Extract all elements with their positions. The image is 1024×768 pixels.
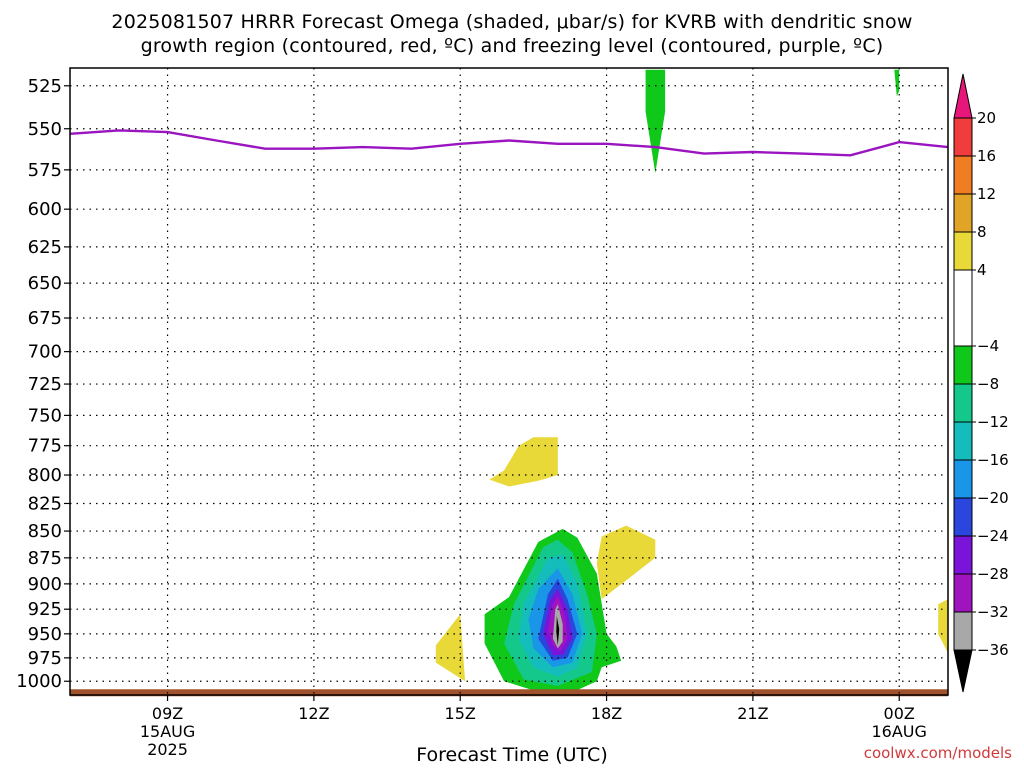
- colorbar-label-13: −36: [977, 641, 1009, 659]
- colorbar-band-11: [953, 535, 973, 575]
- y-tick-label-800: 800: [28, 465, 62, 486]
- colorbar-label-9: −20: [977, 489, 1009, 507]
- colorbar-label-3: 8: [977, 223, 987, 241]
- site-credit: coolwx.com/models: [863, 744, 1012, 762]
- colorbar-band-6: [953, 345, 973, 385]
- omega-region-1: [596, 525, 656, 600]
- contour-layer: [69, 129, 949, 157]
- colorbar-band-9: [953, 459, 973, 499]
- y-tick-label-950: 950: [28, 624, 62, 645]
- colorbar: 20 16 12 8 4 −4 −8 −12 −16 −20 −24 −28 −32 −36: [953, 73, 1009, 693]
- axes-layer: 525 550 575 600 625 650 675 700 725 750 775 800 825 8…: [16, 67, 949, 759]
- y-tick-label-975: 975: [28, 648, 62, 669]
- x-tick-label-12Z: 12Z: [298, 704, 329, 723]
- y-tick-label-925: 925: [28, 599, 62, 620]
- colorbar-band-7: [953, 383, 973, 423]
- y-tick-label-825: 825: [28, 493, 62, 514]
- plot-frame: [69, 67, 949, 696]
- y-tick-label-600: 600: [28, 199, 62, 220]
- y-tick-label-625: 625: [28, 237, 62, 258]
- x-tick-label-21Z: 21Z: [737, 704, 768, 723]
- colorbar-label-6: −8: [977, 375, 999, 393]
- omega-region-3: [938, 599, 948, 654]
- omega-region-14: [556, 616, 560, 646]
- y-tick-label-575: 575: [28, 160, 62, 181]
- colorbar-label-5: −4: [977, 337, 999, 355]
- y-tick-label-725: 725: [28, 374, 62, 395]
- x-axis-label: Forecast Time (UTC): [416, 744, 608, 766]
- y-tick-label-525: 525: [28, 76, 62, 97]
- colorbar-band-12: [953, 573, 973, 613]
- colorbar-cap-top: [953, 73, 973, 119]
- omega-region-0: [489, 437, 558, 487]
- x-tick-date-09Z: 15AUG: [140, 722, 195, 741]
- x-tick-label-00Z: 00Z: [884, 704, 915, 723]
- omega-shading-layer: [70, 69, 948, 697]
- omega-region-4: [645, 69, 666, 174]
- surface-strip: [70, 689, 948, 697]
- colorbar-band-13: [953, 611, 973, 651]
- x-tick-year-09Z: 2025: [147, 740, 188, 759]
- y-tick-label-900: 900: [28, 574, 62, 595]
- x-tick-label-09Z: 09Z: [152, 704, 183, 723]
- colorbar-label-11: −28: [977, 565, 1009, 583]
- x-tick-date-00Z: 16AUG: [872, 722, 927, 741]
- colorbar-label-0: 20: [977, 109, 996, 127]
- y-tick-label-1000: 1000: [16, 671, 62, 692]
- grid-layer: [70, 68, 948, 695]
- colorbar-band-3: [953, 193, 973, 233]
- colorbar-label-2: 12: [977, 185, 996, 203]
- y-tick-label-700: 700: [28, 342, 62, 363]
- colorbar-band-5: [953, 269, 973, 347]
- colorbar-band-2: [953, 155, 973, 195]
- y-tick-label-550: 550: [28, 119, 62, 140]
- y-tick-label-675: 675: [28, 308, 62, 329]
- y-tick-label-775: 775: [28, 436, 62, 457]
- colorbar-band-1: [953, 117, 973, 157]
- y-tick-label-650: 650: [28, 273, 62, 294]
- x-tick-label-15Z: 15Z: [445, 704, 476, 723]
- chart-title-line1: 2025081507 HRRR Forecast Omega (shaded, …: [111, 11, 913, 33]
- y-tick-label-750: 750: [28, 405, 62, 426]
- y-tick-label-850: 850: [28, 521, 62, 542]
- freezing-level-line: [69, 129, 949, 157]
- colorbar-label-10: −24: [977, 527, 1009, 545]
- omega-region-5: [894, 69, 900, 97]
- chart-title-line2: growth region (contoured, red, ºC) and f…: [140, 35, 884, 57]
- omega-region-2: [435, 614, 466, 682]
- x-tick-label-18Z: 18Z: [591, 704, 622, 723]
- colorbar-label-1: 16: [977, 147, 996, 165]
- colorbar-cap-bottom: [953, 649, 973, 693]
- colorbar-band-4: [953, 231, 973, 271]
- y-tick-label-875: 875: [28, 548, 62, 569]
- colorbar-band-10: [953, 497, 973, 537]
- colorbar-label-8: −16: [977, 451, 1009, 469]
- colorbar-label-7: −12: [977, 413, 1009, 431]
- colorbar-band-8: [953, 421, 973, 461]
- colorbar-label-4: 4: [977, 261, 987, 279]
- colorbar-label-12: −32: [977, 603, 1009, 621]
